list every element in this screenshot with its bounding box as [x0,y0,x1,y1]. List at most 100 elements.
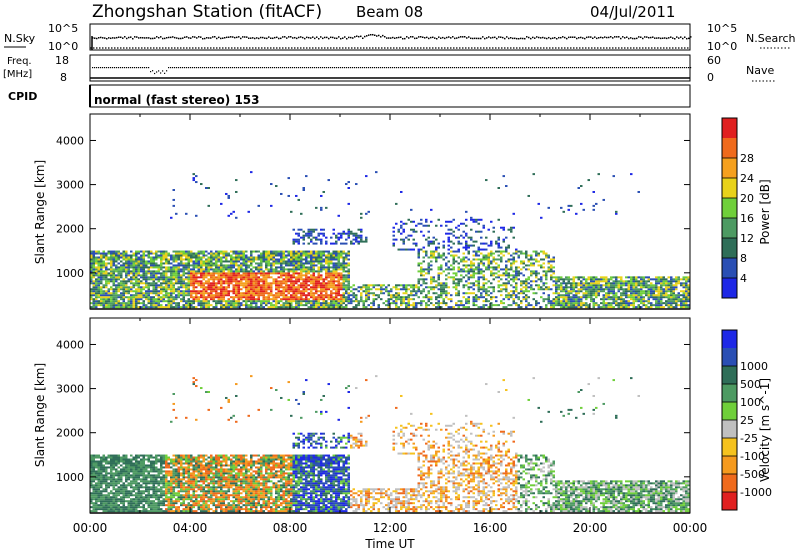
power-cell [360,288,363,291]
power-cell [182,262,185,265]
power-cell [135,300,138,303]
power-cell [477,258,480,261]
freq-point [432,67,434,69]
power-cell [192,262,195,265]
nsky-point [372,33,374,36]
power-cell [632,288,635,291]
freq-point [522,67,524,69]
power-cell [177,262,180,265]
power-cell [205,264,208,267]
power-cell [447,266,450,269]
power-cell [140,260,143,263]
power-cell [105,272,108,275]
power-cell [165,258,168,261]
power-cell [467,250,470,253]
nsky-point [244,36,246,38]
power-cell [377,306,380,309]
power-cell [492,256,495,259]
power-cell [210,252,213,255]
power-cell [630,286,633,289]
power-cell [280,270,283,273]
power-cell [552,256,555,259]
power-cell [105,258,108,261]
power-cell [170,256,173,259]
power-cell [267,250,270,253]
power-cell [115,306,118,309]
power-cell [612,290,615,293]
power-cell [197,292,200,295]
power-cell [242,262,245,265]
power-cell [97,260,100,263]
power-cell [620,276,623,279]
power-cell [357,290,360,293]
power-cell [282,306,285,309]
power-cell [215,250,218,253]
nsky-point [360,35,362,38]
power-cell [332,266,335,269]
power-cell [115,268,118,271]
power-cell [585,286,588,289]
power-cell [425,282,428,285]
nsky-point [632,37,634,40]
power-cell [330,282,333,285]
power-cell [120,280,123,283]
power-cell [147,270,150,273]
power-cell [320,238,323,241]
nsky-point [130,36,132,38]
power-cell [157,272,160,275]
power-cell [552,276,555,279]
power-cell [307,300,310,303]
power-cell [200,280,203,283]
power-cell [290,258,293,261]
power-cell [135,272,138,275]
freq-point [588,67,590,69]
power-cell [615,298,618,301]
power-cell [340,298,343,301]
power-cell [117,256,120,259]
power-cell [460,278,463,281]
nsky-point [682,37,684,40]
power-cell [185,254,188,257]
nsky-point [414,37,416,40]
nsky-point [350,36,352,39]
power-cell [350,232,353,235]
power-cell [505,260,508,263]
power-cell [337,280,340,283]
power-cell [270,276,273,279]
power-cell [530,274,533,277]
freq-point [598,67,600,69]
power-cell [225,268,228,271]
power-cell [137,306,140,309]
power-cell [607,282,610,285]
freq-point [666,67,668,69]
power-cell [225,274,228,277]
power-cell [165,274,168,277]
freq-point [238,67,240,69]
power-cell [527,254,530,257]
power-cell [427,256,430,259]
power-cell [495,276,498,279]
power-cell [207,304,210,307]
freq-point [628,67,630,69]
power-cell [325,304,328,307]
power-cell [200,274,203,277]
power-cell [462,296,465,299]
power-cell [422,270,425,273]
power-cell [280,290,283,293]
power-cell [155,270,158,273]
power-cell [295,256,298,259]
power-cell [240,254,243,257]
power-cell [337,286,340,289]
power-cell [512,252,515,255]
power-cell [315,276,318,279]
nsky-point [202,37,204,40]
power-cell [462,270,465,273]
power-cell [175,282,178,285]
power-cell [487,244,490,247]
power-cell [347,236,350,239]
power-cell [442,270,445,273]
power-cell [307,272,310,275]
power-cell [622,294,625,297]
power-cell [590,286,593,289]
power-cell [297,198,300,201]
